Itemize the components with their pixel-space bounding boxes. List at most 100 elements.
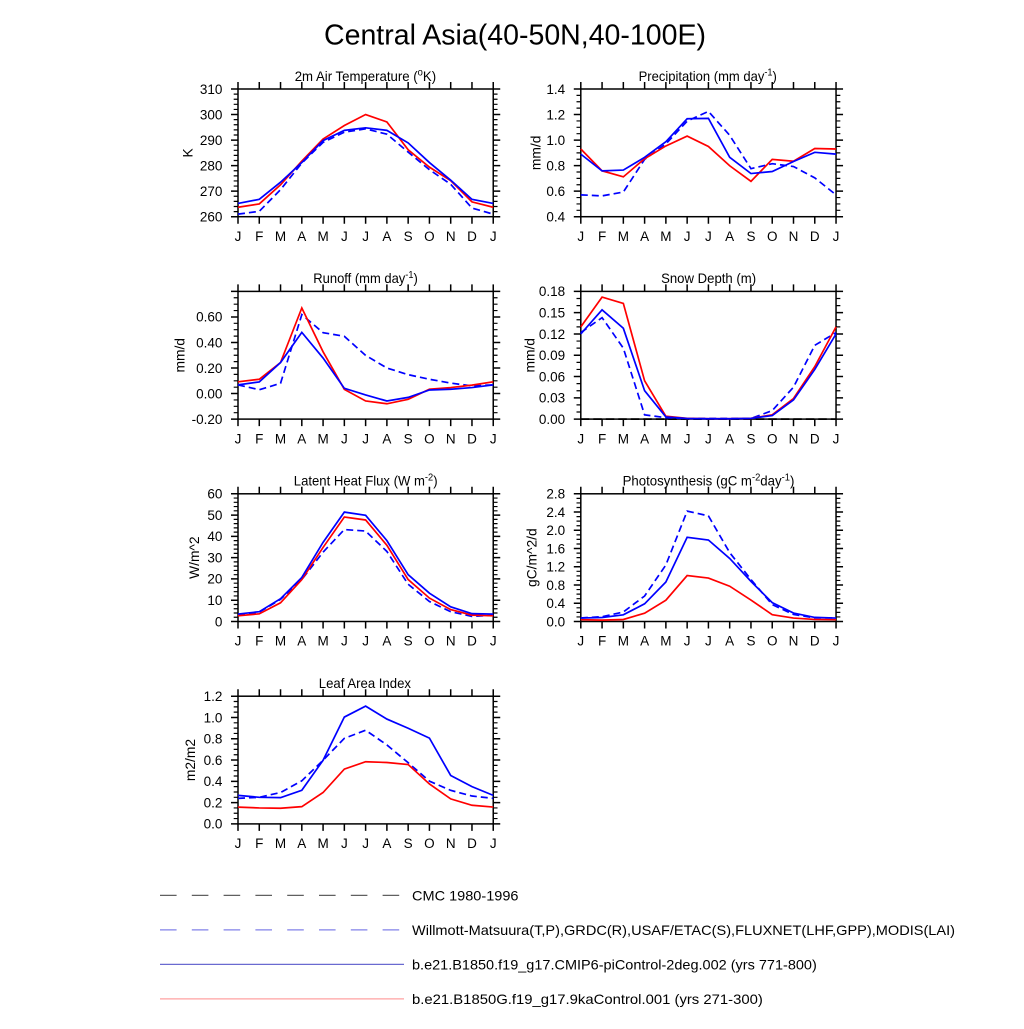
svg-text:Snow Depth (m): Snow Depth (m) <box>661 271 756 286</box>
svg-text:0.4: 0.4 <box>546 596 565 611</box>
svg-text:J: J <box>341 836 348 851</box>
svg-text:290: 290 <box>200 133 223 148</box>
svg-text:2.0: 2.0 <box>546 523 565 538</box>
svg-text:J: J <box>490 229 497 244</box>
svg-text:0.00: 0.00 <box>539 412 565 427</box>
svg-text:F: F <box>598 634 606 649</box>
svg-text:J: J <box>833 229 840 244</box>
svg-text:10: 10 <box>207 593 222 608</box>
svg-text:0: 0 <box>215 614 223 629</box>
svg-text:1.0: 1.0 <box>204 710 223 725</box>
svg-text:-0.20: -0.20 <box>192 412 223 427</box>
svg-text:Photosynthesis (gC m-2day-1): Photosynthesis (gC m-2day-1) <box>623 472 795 488</box>
svg-text:A: A <box>297 431 306 446</box>
svg-text:0.09: 0.09 <box>539 348 565 363</box>
svg-text:M: M <box>275 431 286 446</box>
svg-text:D: D <box>467 431 477 446</box>
svg-text:J: J <box>577 431 584 446</box>
svg-text:0.4: 0.4 <box>204 774 223 789</box>
svg-text:J: J <box>684 229 691 244</box>
svg-text:0.6: 0.6 <box>204 753 223 768</box>
svg-text:A: A <box>297 229 306 244</box>
svg-text:1.2: 1.2 <box>546 560 565 575</box>
svg-text:mm/d: mm/d <box>172 338 187 373</box>
svg-text:D: D <box>810 229 820 244</box>
svg-text:1.6: 1.6 <box>546 541 565 556</box>
svg-text:m2/m2: m2/m2 <box>183 739 198 781</box>
svg-text:Central Asia(40-50N,40-100E): Central Asia(40-50N,40-100E) <box>324 19 706 51</box>
svg-text:Willmott-Matsuura(T,P),GRDC(R): Willmott-Matsuura(T,P),GRDC(R),USAF/ETAC… <box>412 923 955 938</box>
svg-text:D: D <box>810 634 820 649</box>
svg-text:J: J <box>362 836 369 851</box>
svg-text:Latent Heat Flux (W m-2): Latent Heat Flux (W m-2) <box>294 472 438 488</box>
svg-text:0.6: 0.6 <box>546 184 565 199</box>
svg-text:0.00: 0.00 <box>196 386 222 401</box>
svg-text:N: N <box>789 431 799 446</box>
svg-text:A: A <box>297 836 306 851</box>
svg-text:W/m^2: W/m^2 <box>187 536 202 579</box>
svg-text:2.4: 2.4 <box>546 505 565 520</box>
svg-text:b.e21.B1850.f19_g17.CMIP6-piCo: b.e21.B1850.f19_g17.CMIP6-piControl-2deg… <box>412 957 817 972</box>
svg-text:N: N <box>789 229 799 244</box>
svg-text:0.4: 0.4 <box>546 210 565 225</box>
svg-text:M: M <box>317 431 328 446</box>
svg-text:b.e21.B1850G.f19_g17.9kaContro: b.e21.B1850G.f19_g17.9kaControl.001 (yrs… <box>412 992 763 1007</box>
svg-text:J: J <box>833 634 840 649</box>
svg-text:O: O <box>424 431 435 446</box>
svg-text:J: J <box>341 431 348 446</box>
svg-text:M: M <box>618 431 629 446</box>
svg-text:N: N <box>446 229 456 244</box>
svg-text:J: J <box>490 836 497 851</box>
svg-text:J: J <box>684 431 691 446</box>
svg-text:O: O <box>424 229 435 244</box>
svg-text:gC/m^2/d: gC/m^2/d <box>525 528 540 587</box>
svg-text:0.8: 0.8 <box>204 732 223 747</box>
svg-text:2m Air Temperature (oK): 2m Air Temperature (oK) <box>295 68 436 84</box>
svg-text:F: F <box>598 431 606 446</box>
svg-text:1.2: 1.2 <box>546 107 565 122</box>
svg-text:0.0: 0.0 <box>546 614 565 629</box>
svg-text:D: D <box>467 634 477 649</box>
svg-text:J: J <box>362 431 369 446</box>
svg-text:K: K <box>180 147 195 157</box>
svg-text:0.15: 0.15 <box>539 305 565 320</box>
svg-text:M: M <box>660 229 671 244</box>
svg-text:M: M <box>275 836 286 851</box>
svg-text:O: O <box>767 229 778 244</box>
svg-text:S: S <box>404 431 413 446</box>
svg-text:A: A <box>640 229 649 244</box>
svg-text:N: N <box>446 836 456 851</box>
svg-text:0.03: 0.03 <box>539 391 565 406</box>
svg-text:J: J <box>235 634 242 649</box>
svg-text:A: A <box>382 431 391 446</box>
svg-text:A: A <box>382 634 391 649</box>
svg-text:M: M <box>660 634 671 649</box>
svg-text:CMC 1980-1996: CMC 1980-1996 <box>412 888 519 903</box>
svg-text:F: F <box>255 634 263 649</box>
svg-text:S: S <box>404 836 413 851</box>
svg-text:J: J <box>490 634 497 649</box>
svg-text:J: J <box>705 431 712 446</box>
svg-text:J: J <box>362 229 369 244</box>
svg-text:O: O <box>424 836 435 851</box>
svg-text:40: 40 <box>207 529 222 544</box>
svg-text:S: S <box>746 431 755 446</box>
svg-text:J: J <box>705 229 712 244</box>
svg-text:J: J <box>833 431 840 446</box>
svg-text:0.8: 0.8 <box>546 158 565 173</box>
svg-text:O: O <box>767 431 778 446</box>
svg-text:A: A <box>382 229 391 244</box>
svg-text:Precipitation (mm day-1): Precipitation (mm day-1) <box>639 68 777 84</box>
svg-text:N: N <box>789 634 799 649</box>
svg-text:J: J <box>235 229 242 244</box>
svg-text:A: A <box>725 229 734 244</box>
svg-text:J: J <box>235 431 242 446</box>
svg-text:20: 20 <box>207 572 222 587</box>
svg-text:310: 310 <box>200 82 223 97</box>
svg-text:60: 60 <box>207 487 222 502</box>
svg-text:1.2: 1.2 <box>204 689 223 704</box>
svg-text:260: 260 <box>200 210 223 225</box>
svg-text:0.8: 0.8 <box>546 578 565 593</box>
svg-text:D: D <box>467 836 477 851</box>
svg-text:M: M <box>660 431 671 446</box>
